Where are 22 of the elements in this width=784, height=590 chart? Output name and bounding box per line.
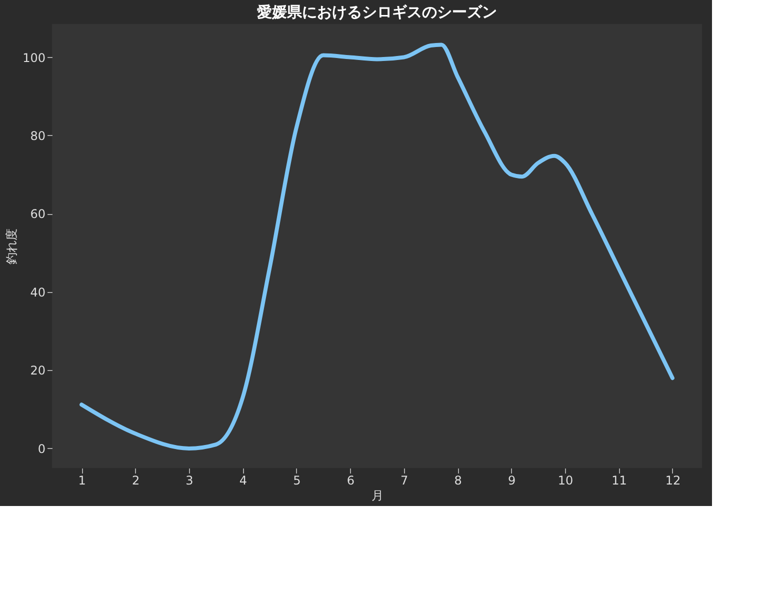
x-tick-label: 7 [400,474,408,488]
y-tick-label: 100 [22,50,46,65]
x-tick-label: 11 [612,474,627,488]
x-axis-title: 月 [372,488,384,502]
x-tick-label: 12 [665,474,681,488]
x-tick-label: 5 [293,474,301,488]
y-tick-label: 40 [30,285,46,300]
y-tick-label: 60 [30,207,46,222]
y-tick-label: 80 [30,128,46,143]
x-tick-label: 2 [132,474,140,488]
x-tick-label: 10 [558,474,574,488]
x-tick-label: 4 [239,474,248,488]
line-series [80,42,674,450]
x-tick-label: 3 [186,474,194,488]
x-tick-label: 8 [454,474,462,488]
y-tick-label: 20 [30,364,46,378]
chart-title: 愛媛県におけるシロギスのシーズン [257,3,497,21]
y-tick-label: 0 [38,442,46,456]
x-tick-label: 1 [78,474,86,488]
x-tick-label: 9 [508,474,516,488]
y-axis-title: 釣れ度 [4,228,19,264]
x-tick-label: 6 [346,474,354,488]
